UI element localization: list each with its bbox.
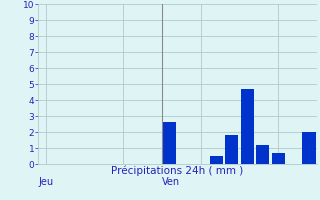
Bar — [256, 145, 269, 164]
Bar — [163, 122, 176, 164]
Bar — [241, 89, 254, 164]
Bar — [225, 135, 238, 164]
Text: Ven: Ven — [162, 177, 180, 187]
Bar — [272, 153, 285, 164]
Bar — [302, 132, 316, 164]
Text: Jeu: Jeu — [38, 177, 53, 187]
X-axis label: Précipitations 24h ( mm ): Précipitations 24h ( mm ) — [111, 165, 244, 176]
Bar — [210, 156, 223, 164]
